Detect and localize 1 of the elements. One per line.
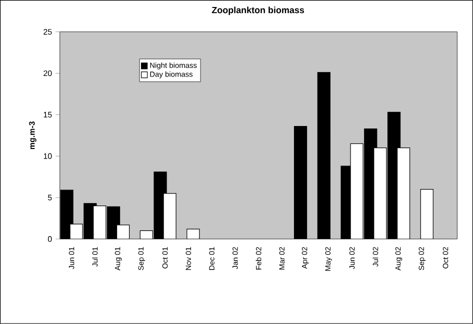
chart-title: Zooplankton biomass — [212, 6, 304, 16]
